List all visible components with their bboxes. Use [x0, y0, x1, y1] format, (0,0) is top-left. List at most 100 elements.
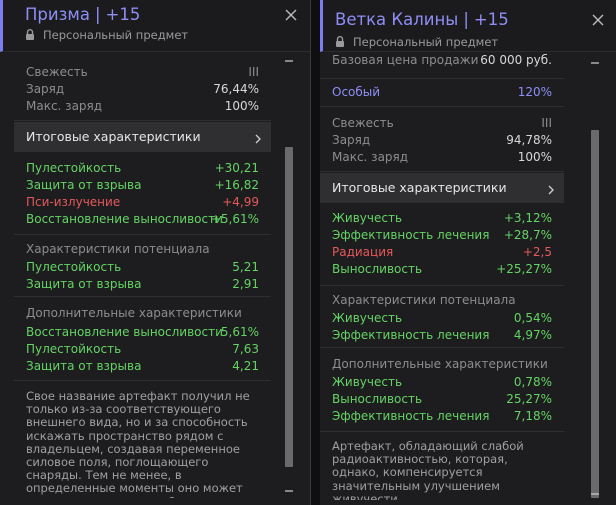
stat-value: 0,78% — [513, 375, 552, 389]
item-name: Ветка Калины — [335, 10, 459, 29]
stat-row: Эффективность лечения 4,97% — [332, 327, 552, 344]
max-charge-value: 100% — [224, 99, 259, 113]
stat-label: Восстановление выносливости — [26, 325, 223, 339]
special-label: Особый — [332, 85, 381, 99]
stat-row: Пси-излучение +4,99 — [26, 194, 259, 211]
max-charge-value: 100% — [517, 150, 552, 164]
price-block: Базовая цена продажи 60 000 руб. — [320, 52, 564, 79]
close-icon[interactable] — [283, 7, 299, 23]
stat-row: Пулестойкость 5,21 — [26, 259, 259, 276]
stat-value: 2,91 — [232, 277, 259, 291]
stat-value: 7,18% — [513, 409, 552, 423]
item-title: Ветка Калины | +15 — [335, 10, 509, 29]
section-heading: Дополнительные характеристики — [26, 306, 242, 320]
stat-value: 4,97% — [513, 328, 552, 342]
scroll-thumb[interactable] — [591, 130, 599, 498]
state-block: Свежесть III Заряд 76,44% Макс. заряд 10… — [14, 52, 271, 121]
stat-label: Выносливость — [332, 262, 423, 276]
stat-label: Живучесть — [332, 375, 403, 389]
stat-row: Защита от взрыва 2,91 — [26, 276, 259, 293]
freshness-value: III — [541, 116, 552, 130]
stat-label: Пулестойкость — [26, 260, 122, 274]
title-separator: | — [463, 10, 469, 29]
stat-row: Живучесть +3,12% — [332, 210, 552, 227]
close-icon[interactable] — [590, 12, 606, 28]
section-heading: Дополнительные характеристики — [332, 357, 548, 371]
stat-label: Живучесть — [332, 311, 403, 325]
stat-value: 5,61% — [220, 325, 259, 339]
item-name: Призма — [25, 5, 90, 24]
stat-row: Защита от взрыва 4,21 — [26, 358, 259, 375]
stat-label: Эффективность лечения — [332, 409, 490, 423]
stat-row: Пулестойкость +30,21 — [26, 160, 259, 177]
lock-icon — [335, 36, 345, 47]
final-stats-block: Живучесть +3,12% Эффективность лечения +… — [320, 203, 564, 286]
potential-title: Характеристики потенциала — [332, 292, 552, 309]
scroll-up-icon[interactable] — [588, 56, 602, 70]
scroll-down-icon[interactable] — [588, 485, 602, 499]
stat-value: +25,27% — [496, 262, 552, 276]
stat-value: 25,27% — [506, 392, 552, 406]
special-value: 120% — [517, 85, 552, 99]
scroll-up-icon[interactable] — [282, 54, 296, 68]
stat-label: Радиация — [332, 245, 394, 259]
stat-label: Защита от взрыва — [26, 178, 142, 192]
panel-border — [310, 0, 311, 505]
tooltip-header: Ветка Калины | +15 Персональный предмет — [320, 0, 616, 52]
tooltip-body: Свежесть III Заряд 76,44% Макс. заряд 10… — [14, 52, 271, 505]
freshness-row: Свежесть III — [332, 115, 552, 132]
special-row: Особый 120% — [332, 84, 552, 101]
potential-title: Характеристики потенциала — [26, 241, 259, 258]
final-stats-block: Пулестойкость +30,21 Защита от взрыва +1… — [14, 152, 271, 235]
stat-row: Защита от взрыва +16,82 — [26, 177, 259, 194]
freshness-label: Свежесть — [26, 65, 88, 79]
additional-title: Дополнительные характеристики — [26, 305, 259, 322]
section-heading: Характеристики потенциала — [332, 293, 516, 307]
summary-toggle[interactable]: Итоговые характеристики — [14, 122, 271, 152]
additional-block: Дополнительные характеристики Восстановл… — [14, 298, 271, 381]
base-price-label: Базовая цена продажи — [332, 53, 479, 67]
stat-row: Радиация +2,5 — [332, 244, 552, 261]
scroll-thumb[interactable] — [285, 147, 293, 467]
stat-row: Выносливость +25,27% — [332, 261, 552, 278]
stat-row: Живучесть 0,78% — [332, 374, 552, 391]
stat-value: +4,99 — [222, 195, 259, 209]
summary-toggle[interactable]: Итоговые характеристики — [320, 173, 564, 203]
stat-row: Эффективность лечения 7,18% — [332, 408, 552, 425]
stat-row: Выносливость 25,27% — [332, 391, 552, 408]
personal-item-label: Персональный предмет — [353, 35, 499, 49]
charge-value: 76,44% — [213, 82, 259, 96]
max-charge-row: Макс. заряд 100% — [26, 98, 259, 115]
tooltip-body: Базовая цена продажи 60 000 руб. Особый … — [320, 52, 564, 505]
chevron-right-icon — [253, 130, 263, 144]
stat-value: +28,7% — [503, 228, 552, 242]
stat-value: 0,54% — [513, 311, 552, 325]
stat-value: +3,12% — [503, 211, 552, 225]
summary-label: Итоговые характеристики — [26, 129, 201, 144]
charge-row: Заряд 76,44% — [26, 81, 259, 98]
stat-value: +30,21 — [214, 161, 259, 175]
stat-row: Пулестойкость 7,63 — [26, 341, 259, 358]
item-subtitle: Персональный предмет — [25, 28, 188, 42]
scroll-down-icon[interactable] — [282, 482, 296, 496]
stat-value: 7,63 — [232, 342, 259, 356]
stat-row: Восстановление выносливости 5,61% — [26, 324, 259, 341]
stat-value: +2,5 — [522, 245, 552, 259]
item-description: Артефакт, обладающий слабой радиоактивно… — [332, 440, 524, 500]
scrollbar[interactable] — [588, 52, 602, 505]
chevron-right-icon — [546, 181, 556, 195]
artifact-tooltip-prizma: Призма | +15 Персональный предмет Свежесть… — [0, 0, 311, 505]
additional-title: Дополнительные характеристики — [332, 356, 552, 373]
item-description: Свое название артефакт получил не только… — [26, 390, 250, 498]
potential-block: Характеристики потенциала Пулестойкость … — [14, 236, 271, 297]
base-price-row: Базовая цена продажи 60 000 руб. — [332, 52, 552, 69]
stat-label: Защита от взрыва — [26, 359, 142, 373]
item-level: +15 — [105, 5, 141, 24]
stat-label: Восстановление выносливости — [26, 212, 223, 226]
stat-value: 4,21 — [232, 359, 259, 373]
item-subtitle: Персональный предмет — [335, 35, 498, 49]
freshness-label: Свежесть — [332, 116, 394, 130]
stat-value: +5,61% — [210, 212, 259, 226]
freshness-value: III — [248, 65, 259, 79]
scrollbar[interactable] — [282, 52, 296, 505]
